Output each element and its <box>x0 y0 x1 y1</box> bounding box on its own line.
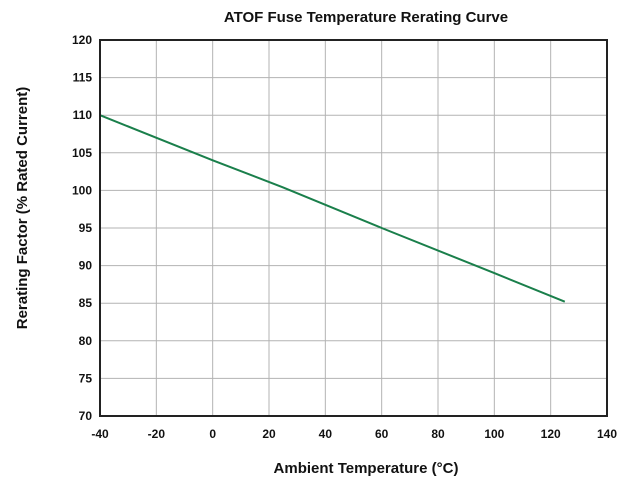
x-tick-label: -40 <box>91 427 109 441</box>
x-tick-label: 80 <box>431 427 445 441</box>
x-tick-label: 40 <box>319 427 333 441</box>
x-tick-label: -20 <box>148 427 166 441</box>
y-tick-label: 80 <box>79 334 93 348</box>
y-axis-label: Rerating Factor (% Rated Current) <box>14 87 31 330</box>
chart-title: ATOF Fuse Temperature Rerating Curve <box>224 9 508 26</box>
y-tick-label: 100 <box>72 183 92 197</box>
x-axis-label: Ambient Temperature (°C) <box>274 460 459 477</box>
y-tick-label: 95 <box>79 221 93 235</box>
y-tick-label: 70 <box>79 409 93 423</box>
y-tick-label: 105 <box>72 146 92 160</box>
x-tick-label: 100 <box>484 427 504 441</box>
x-tick-label: 140 <box>597 427 617 441</box>
y-tick-label: 85 <box>79 296 93 310</box>
plot-frame <box>99 39 608 417</box>
y-tick-label: 90 <box>79 259 93 273</box>
x-tick-label: 0 <box>209 427 216 441</box>
y-tick-label: 110 <box>73 108 93 122</box>
x-tick-label: 20 <box>262 427 276 441</box>
y-tick-label: 75 <box>79 371 93 385</box>
x-tick-label: 120 <box>541 427 561 441</box>
y-tick-label: 115 <box>73 71 93 85</box>
series-layer <box>99 114 566 303</box>
grid <box>100 40 607 416</box>
y-tick-labels: 70 75 80 85 90 95 100 105 110 115 120 <box>72 33 92 423</box>
y-tick-label: 120 <box>72 33 92 47</box>
x-tick-labels: -40 -20 0 20 40 60 80 100 120 140 <box>91 427 617 441</box>
x-tick-label: 60 <box>375 427 389 441</box>
series-line <box>99 114 566 303</box>
